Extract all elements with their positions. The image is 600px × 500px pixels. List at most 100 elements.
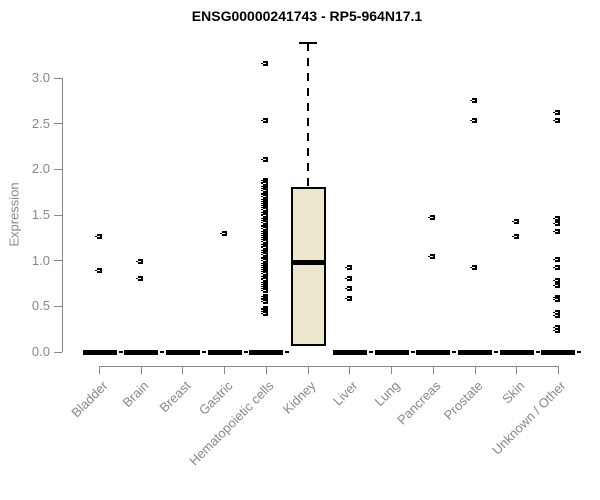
data-point <box>261 60 269 66</box>
data-point-slit <box>263 215 267 217</box>
data-point-left-tick <box>261 226 264 228</box>
data-point-slit <box>263 202 267 204</box>
data-point <box>428 215 436 221</box>
data-point-left-tick <box>553 312 556 314</box>
zero-bar-whisker-tick <box>410 351 415 353</box>
data-point-left-tick <box>261 264 264 266</box>
data-point <box>136 275 144 281</box>
box <box>290 186 326 346</box>
data-point-left-tick <box>553 280 556 282</box>
data-point-slit <box>263 234 267 236</box>
data-point <box>261 245 269 251</box>
data-point <box>344 265 352 271</box>
data-point-left-tick <box>261 215 264 217</box>
data-point-slit <box>263 290 267 292</box>
data-point-left-tick <box>261 250 264 252</box>
data-point-left-tick <box>428 217 431 219</box>
data-point-left-tick <box>511 220 514 222</box>
data-point <box>553 294 561 300</box>
y-tick-label: 2.0 <box>31 161 50 177</box>
data-point-left-tick <box>261 309 264 311</box>
y-axis-line <box>62 78 63 352</box>
data-point-left-tick <box>261 209 264 211</box>
zero-box-bar <box>416 349 451 355</box>
zero-box-bar <box>207 349 242 355</box>
data-point-left-tick <box>261 181 264 183</box>
data-point-slit <box>263 313 267 315</box>
data-point <box>261 118 269 124</box>
data-point-left-tick <box>470 120 473 122</box>
data-point-left-tick <box>261 282 264 284</box>
data-point-left-tick <box>261 285 264 287</box>
data-point-slit <box>555 230 559 232</box>
data-point-left-tick <box>261 271 264 273</box>
data-point-left-tick <box>219 232 222 234</box>
data-point-left-tick <box>261 230 264 232</box>
x-axis-tick <box>140 366 142 374</box>
x-axis-tick <box>349 366 351 374</box>
y-axis-tick <box>54 168 62 170</box>
data-point-left-tick <box>344 297 347 299</box>
zero-bar-whisker-tick <box>160 351 165 353</box>
data-point-left-tick <box>261 237 264 239</box>
x-axis-tick <box>224 366 226 374</box>
data-point-left-tick <box>470 266 473 268</box>
data-point <box>470 98 478 104</box>
data-point-left-tick <box>428 255 431 257</box>
data-point-left-tick <box>261 301 264 303</box>
data-point-left-tick <box>261 232 264 234</box>
data-point <box>553 297 561 303</box>
data-point-left-tick <box>261 198 264 200</box>
data-point-left-tick <box>470 100 473 102</box>
data-point-slit <box>555 280 559 282</box>
data-point-slit <box>263 301 267 303</box>
data-point <box>261 288 269 294</box>
x-axis-tick <box>307 366 309 374</box>
data-point <box>553 220 561 226</box>
data-point <box>553 257 561 263</box>
data-point <box>94 268 102 274</box>
zero-box-bar <box>541 349 576 355</box>
data-point-left-tick <box>261 218 264 220</box>
data-point-left-tick <box>553 329 556 331</box>
data-point-slit <box>472 100 476 102</box>
data-point-left-tick <box>261 188 264 189</box>
data-point-left-tick <box>261 221 264 223</box>
data-point-left-tick <box>94 270 97 272</box>
data-point-left-tick <box>136 261 139 263</box>
data-point-left-tick <box>553 112 556 114</box>
data-point <box>219 230 227 236</box>
data-point-left-tick <box>261 213 264 215</box>
data-point-left-tick <box>261 251 264 253</box>
data-point <box>553 117 561 123</box>
data-point <box>261 232 269 238</box>
x-axis-tick <box>265 366 267 374</box>
zero-box-bar <box>458 349 493 355</box>
data-point-left-tick <box>261 196 264 198</box>
data-point <box>553 327 561 333</box>
data-point-slit <box>472 266 476 268</box>
data-point-slit <box>263 209 267 211</box>
upper-whisker <box>307 43 310 187</box>
data-point-left-tick <box>261 279 264 281</box>
data-point-left-tick <box>261 194 264 196</box>
data-point-left-tick <box>261 295 264 297</box>
data-point-left-tick <box>553 119 556 121</box>
data-point-slit <box>263 247 267 249</box>
data-point-slit <box>263 272 267 274</box>
data-point-left-tick <box>261 186 264 188</box>
data-point-left-tick <box>553 267 556 269</box>
zero-bar-whisker-tick <box>452 351 457 353</box>
data-point <box>344 285 352 291</box>
data-point-slit <box>96 270 100 272</box>
chart-title: ENSG00000241743 - RP5-964N17.1 <box>191 8 423 24</box>
zero-bar-whisker-tick <box>494 351 499 353</box>
data-point-slit <box>555 267 559 269</box>
data-point-left-tick <box>261 269 264 271</box>
data-point-left-tick <box>344 287 347 289</box>
x-axis-tick <box>182 366 184 374</box>
x-axis-tick <box>99 366 100 374</box>
data-point <box>261 299 269 305</box>
data-point-left-tick <box>261 192 264 194</box>
